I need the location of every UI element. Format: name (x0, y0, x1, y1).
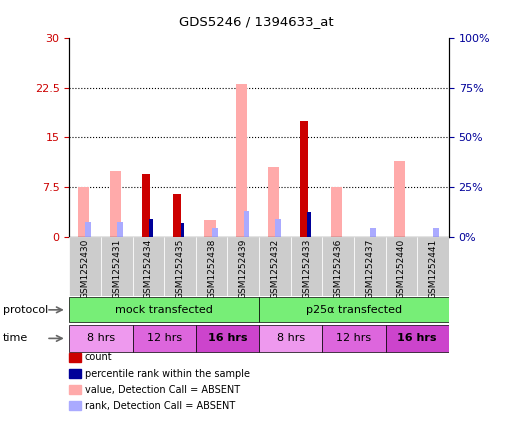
Bar (181, 223, 184, 237)
Text: time: time (3, 333, 28, 343)
Bar (236, 85, 247, 237)
Bar (69, 297, 259, 322)
Text: GSM1252439: GSM1252439 (239, 239, 248, 299)
Bar (354, 237, 386, 296)
Bar (212, 228, 218, 237)
Text: percentile rank within the sample: percentile rank within the sample (85, 368, 250, 379)
Text: 8 hrs: 8 hrs (277, 333, 305, 343)
Bar (101, 237, 132, 296)
Bar (386, 325, 449, 352)
Bar (173, 194, 182, 237)
Bar (196, 325, 259, 352)
Bar (85, 222, 91, 237)
Bar (259, 237, 291, 296)
Bar (205, 220, 215, 237)
Text: mock transfected: mock transfected (115, 305, 213, 315)
Text: rank, Detection Call = ABSENT: rank, Detection Call = ABSENT (85, 401, 235, 411)
Text: GSM1252433: GSM1252433 (302, 239, 311, 299)
Bar (132, 237, 164, 296)
Bar (69, 325, 132, 352)
Bar (307, 212, 311, 237)
Bar (132, 325, 196, 352)
Bar (78, 187, 89, 237)
Text: GSM1252434: GSM1252434 (144, 239, 153, 299)
Text: GSM1252437: GSM1252437 (365, 239, 374, 299)
Bar (259, 297, 449, 322)
Bar (244, 211, 249, 237)
Bar (259, 325, 322, 352)
Bar (300, 121, 308, 237)
Bar (142, 174, 150, 237)
Text: 12 hrs: 12 hrs (337, 333, 371, 343)
Text: value, Detection Call = ABSENT: value, Detection Call = ABSENT (85, 385, 240, 395)
Bar (370, 228, 376, 237)
Bar (394, 161, 405, 237)
Text: 12 hrs: 12 hrs (147, 333, 182, 343)
Bar (164, 237, 196, 296)
Text: 8 hrs: 8 hrs (87, 333, 115, 343)
Bar (110, 170, 121, 237)
Bar (196, 237, 227, 296)
Text: 16 hrs: 16 hrs (398, 333, 437, 343)
Bar (386, 237, 417, 296)
Text: protocol: protocol (3, 305, 48, 315)
Bar (433, 228, 439, 237)
Bar (331, 187, 342, 237)
Bar (268, 168, 279, 237)
Text: GSM1252435: GSM1252435 (175, 239, 185, 299)
Bar (417, 237, 449, 296)
Bar (117, 222, 123, 237)
Text: 16 hrs: 16 hrs (208, 333, 247, 343)
Text: GSM1252440: GSM1252440 (397, 239, 406, 299)
Text: p25α transfected: p25α transfected (306, 305, 402, 315)
Bar (322, 237, 354, 296)
Bar (227, 237, 259, 296)
Bar (291, 237, 322, 296)
Text: GDS5246 / 1394633_at: GDS5246 / 1394633_at (179, 15, 334, 28)
Text: count: count (85, 352, 112, 363)
Bar (69, 237, 101, 296)
Text: GSM1252432: GSM1252432 (270, 239, 280, 299)
Text: GSM1252441: GSM1252441 (428, 239, 438, 299)
Text: GSM1252430: GSM1252430 (81, 239, 90, 299)
Text: GSM1252436: GSM1252436 (333, 239, 343, 299)
Text: GSM1252438: GSM1252438 (207, 239, 216, 299)
Bar (149, 219, 153, 237)
Bar (275, 219, 281, 237)
Bar (322, 325, 386, 352)
Text: GSM1252431: GSM1252431 (112, 239, 121, 299)
